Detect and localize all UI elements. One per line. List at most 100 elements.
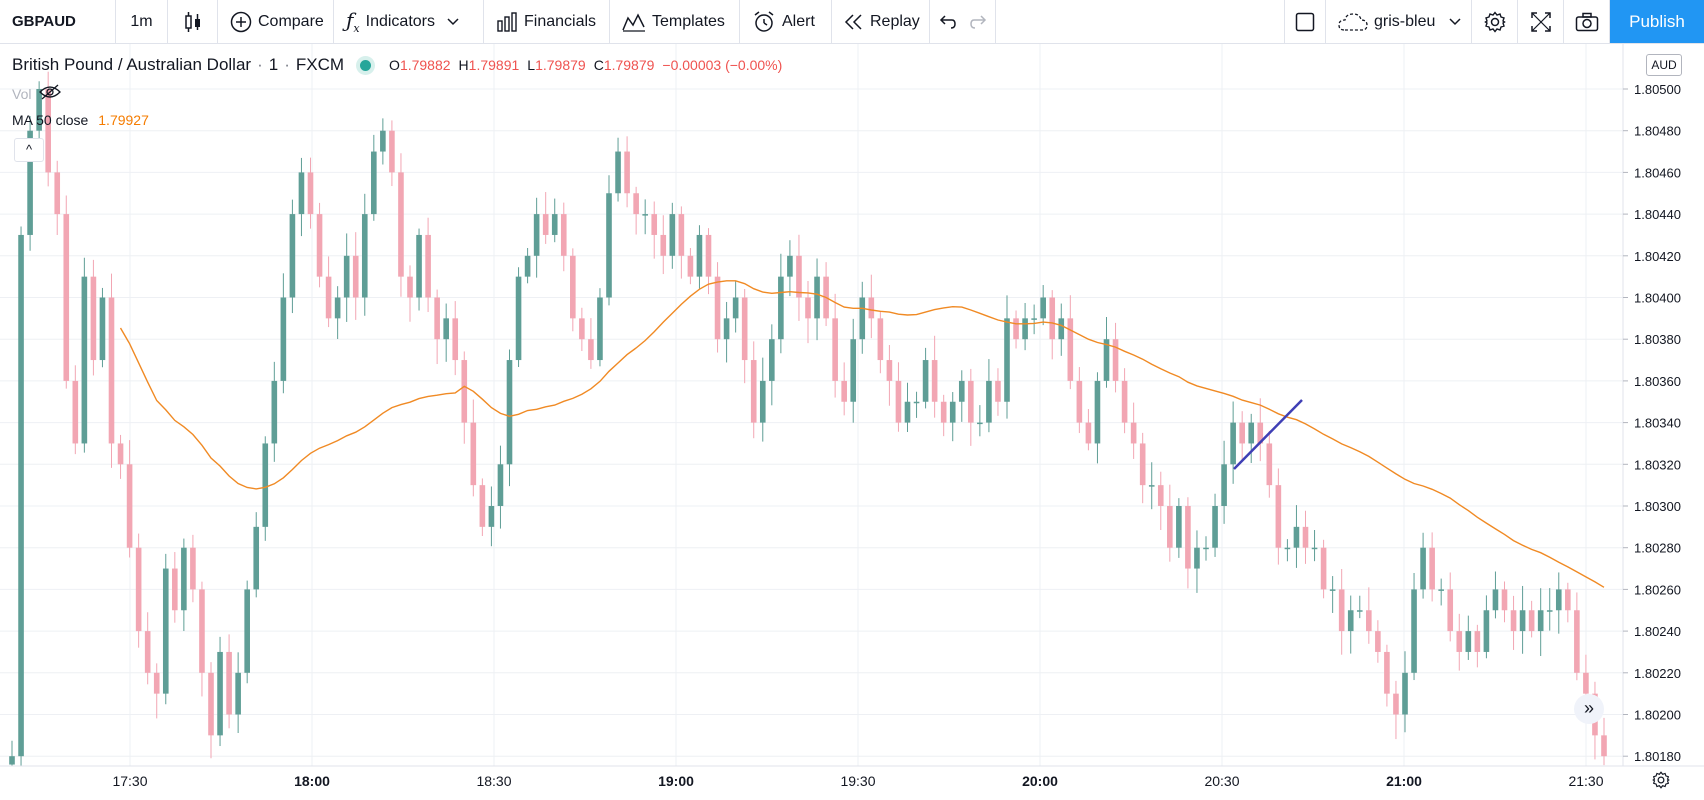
- plus-circle-icon: [230, 11, 252, 33]
- candle-body: [1501, 589, 1508, 611]
- ma-value: 1.79927: [98, 112, 149, 128]
- interval-button[interactable]: 1m: [116, 0, 168, 43]
- candle-body: [778, 276, 784, 340]
- price-tick-label: 1.80360: [1634, 374, 1681, 389]
- candle-body: [334, 297, 341, 319]
- candle-body: [1203, 547, 1209, 550]
- candle-body: [81, 276, 88, 444]
- eye-hidden-icon[interactable]: [39, 84, 62, 103]
- symbol-search-button[interactable]: GBPAUD: [0, 0, 116, 43]
- price-tick-label: 1.80420: [1634, 249, 1681, 264]
- candle-body: [172, 568, 178, 611]
- candle-body: [524, 255, 531, 277]
- candle-body: [1049, 297, 1056, 340]
- candle-body: [343, 255, 350, 298]
- snapshot-button[interactable]: [1564, 0, 1610, 43]
- trend-line-drawing[interactable]: [1233, 399, 1303, 470]
- candle-body: [606, 193, 612, 298]
- candle-body: [1058, 318, 1065, 340]
- scroll-to-realtime-button[interactable]: »: [1574, 694, 1604, 724]
- collapse-legend-button[interactable]: ^: [14, 138, 44, 162]
- chart-type-button[interactable]: [168, 0, 218, 43]
- candle-body: [235, 672, 241, 715]
- candle-body: [181, 547, 187, 611]
- save-layout-button[interactable]: gris-bleu: [1326, 0, 1472, 43]
- candle-body: [352, 255, 359, 298]
- candle-body: [1555, 589, 1562, 611]
- ma50-line: [119, 280, 1605, 588]
- candle-body: [371, 151, 377, 215]
- replay-button[interactable]: Replay: [832, 0, 930, 43]
- candle-body: [750, 360, 757, 423]
- chart-settings-corner-button[interactable]: [1646, 770, 1676, 794]
- candle-body: [1212, 506, 1218, 548]
- candle-body: [1076, 380, 1083, 423]
- candle-body: [190, 547, 196, 590]
- candle-body: [868, 297, 875, 319]
- candle-body: [298, 172, 305, 215]
- candle-body: [1094, 380, 1101, 444]
- candle-body: [696, 234, 703, 277]
- candle-body: [443, 318, 449, 340]
- redo-button[interactable]: [962, 0, 996, 43]
- candle-body: [1429, 547, 1435, 590]
- alert-button[interactable]: Alert: [740, 0, 832, 43]
- candle-body: [153, 672, 160, 694]
- candle-body: [588, 339, 594, 361]
- close-value: 1.79879: [603, 57, 655, 73]
- chevron-up-icon: ^: [25, 142, 33, 157]
- candle-body: [488, 506, 495, 527]
- candle-body: [1483, 610, 1490, 652]
- candle-body: [1284, 547, 1291, 550]
- candle-body: [244, 589, 250, 673]
- candle-body: [90, 276, 97, 361]
- candle-body: [425, 234, 431, 298]
- candle-body: [669, 214, 676, 256]
- legend-separator: ·: [284, 55, 290, 74]
- candle-body: [162, 568, 169, 694]
- ma-legend: MA 50 close 1.79927: [12, 112, 149, 128]
- price-tick-label: 1.80340: [1634, 416, 1681, 431]
- camera-icon: [1575, 12, 1599, 32]
- templates-button[interactable]: Templates: [610, 0, 740, 43]
- price-tick-label: 1.80180: [1634, 749, 1681, 764]
- candle-body: [325, 276, 332, 319]
- candle-body: [416, 234, 422, 298]
- toolbar-spacer: [996, 0, 1284, 43]
- price-chart[interactable]: 1.80500 1.80480 1.80460 1.80440 1.80420 1.804…: [0, 44, 1704, 800]
- undo-button[interactable]: [930, 0, 962, 43]
- price-tick-label: 1.80320: [1634, 457, 1681, 472]
- candle-body: [380, 130, 386, 152]
- templates-icon: [622, 12, 646, 32]
- candle-body: [1574, 610, 1580, 673]
- candle-body: [1420, 547, 1426, 590]
- fullscreen-button[interactable]: [1518, 0, 1564, 43]
- rewind-icon: [844, 13, 864, 30]
- candle-body: [1302, 526, 1309, 548]
- chevron-down-icon: [1449, 17, 1461, 26]
- candle-body: [1040, 297, 1046, 319]
- candle-body: [1447, 589, 1454, 632]
- candle-body: [1112, 339, 1119, 381]
- market-status-dot[interactable]: [360, 59, 372, 71]
- publish-button[interactable]: Publish: [1610, 0, 1704, 43]
- volume-label: Vol: [12, 85, 32, 102]
- time-axis[interactable]: 17:30 18:00 18:30 19:00 19:30 20:00 20:30 21:00…: [112, 773, 1603, 789]
- compare-button[interactable]: Compare: [218, 0, 334, 43]
- candle-body: [434, 297, 440, 340]
- settings-button[interactable]: [1472, 0, 1518, 43]
- candle-body: [208, 672, 214, 736]
- candle-body: [796, 255, 802, 298]
- candle-body: [1004, 318, 1010, 402]
- currency-badge[interactable]: AUD: [1646, 54, 1682, 76]
- candle-body: [1474, 631, 1481, 652]
- price-axis[interactable]: 1.80500 1.80480 1.80460 1.80440 1.80420 1.804…: [1623, 82, 1681, 764]
- change-value: −0.00003 (−0.00%): [662, 57, 783, 73]
- layout-select-button[interactable]: [1284, 0, 1326, 43]
- indicators-button[interactable]: ƒx Indicators: [334, 0, 484, 43]
- price-tick-label: 1.80480: [1634, 124, 1681, 139]
- candle-body: [940, 401, 947, 423]
- legend-separator: ·: [257, 55, 263, 74]
- close-label: C: [593, 57, 604, 73]
- financials-button[interactable]: Financials: [484, 0, 610, 43]
